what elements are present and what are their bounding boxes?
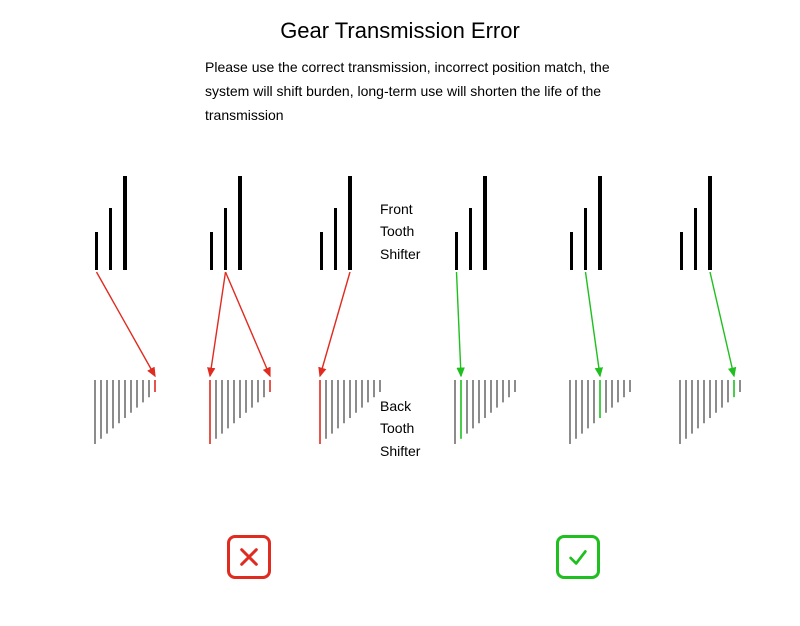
wrong-icon-box (227, 535, 271, 579)
diagram-svg (0, 0, 800, 626)
check-icon (567, 546, 589, 568)
right-icon-box (556, 535, 600, 579)
diagram-container: Gear Transmission Error Please use the c… (0, 0, 800, 626)
cross-icon (238, 546, 260, 568)
